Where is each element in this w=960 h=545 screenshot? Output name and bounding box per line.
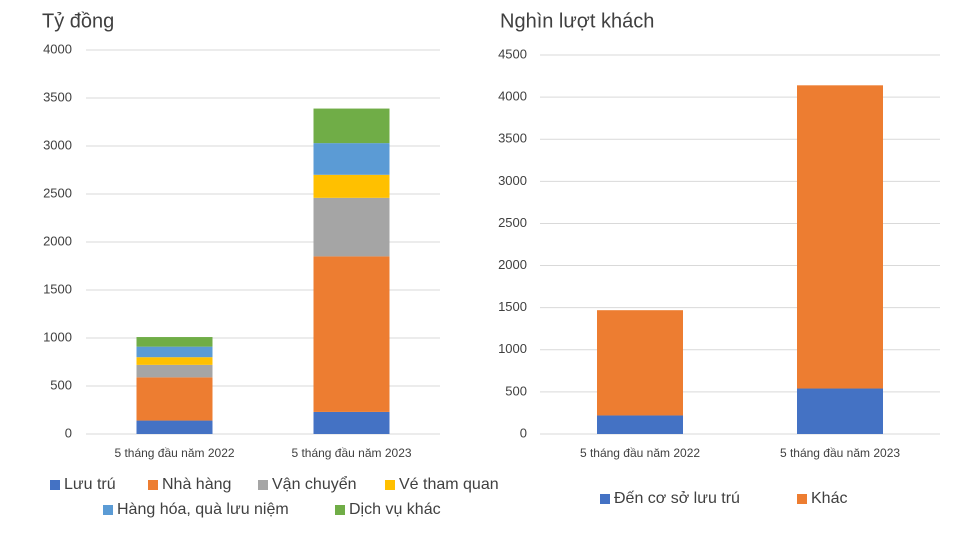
y-tick-label: 3500 xyxy=(498,131,527,146)
y-tick-label: 2500 xyxy=(43,185,72,200)
bar-segment xyxy=(597,310,683,416)
y-tick-label: 4500 xyxy=(498,46,527,61)
y-tick-label: 500 xyxy=(50,377,72,392)
y-tick-label: 1000 xyxy=(498,341,527,356)
bar-segment xyxy=(136,420,213,434)
chart-title: Tỷ đồng xyxy=(42,10,114,32)
bar-segment xyxy=(597,415,683,434)
bar-segment xyxy=(313,197,390,257)
legend-label: Lưu trú xyxy=(64,476,116,493)
y-tick-label: 0 xyxy=(520,425,527,440)
legend-label: Nhà hàng xyxy=(162,476,231,493)
bar-segment xyxy=(136,364,213,378)
bar-segment xyxy=(797,85,883,389)
bar-segment xyxy=(313,411,390,434)
y-tick-label: 2000 xyxy=(43,233,72,248)
chart-title: Nghìn lượt khách xyxy=(500,10,654,32)
legend-swatch xyxy=(258,480,268,490)
bar-segment xyxy=(797,388,883,434)
legend-label: Vé tham quan xyxy=(399,476,499,493)
y-tick-label: 500 xyxy=(505,383,527,398)
legend-label: Vận chuyển xyxy=(272,475,357,493)
y-tick-label: 1500 xyxy=(498,299,527,314)
y-tick-label: 2000 xyxy=(498,257,527,272)
y-tick-label: 3500 xyxy=(43,89,72,104)
legend-swatch xyxy=(148,480,158,490)
bar-segment xyxy=(313,143,390,175)
y-tick-label: 4000 xyxy=(43,41,72,56)
bar-segment xyxy=(136,346,213,358)
x-tick-label: 5 tháng đầu năm 2022 xyxy=(580,446,700,460)
legend-swatch xyxy=(103,505,113,515)
bar-segment xyxy=(136,337,213,347)
x-tick-label: 5 tháng đầu năm 2023 xyxy=(780,446,900,460)
x-tick-label: 5 tháng đầu năm 2022 xyxy=(114,446,234,460)
legend-label: Khác xyxy=(811,490,847,507)
y-tick-label: 3000 xyxy=(498,173,527,188)
y-tick-label: 2500 xyxy=(498,215,527,230)
legend-label: Dịch vụ khác xyxy=(349,501,441,518)
y-tick-label: 0 xyxy=(65,425,72,440)
y-tick-label: 3000 xyxy=(43,137,72,152)
bar-segment xyxy=(313,174,390,198)
legend-swatch xyxy=(335,505,345,515)
y-tick-label: 1000 xyxy=(43,329,72,344)
legend-swatch xyxy=(50,480,60,490)
bar-segment xyxy=(136,377,213,421)
bar-segment xyxy=(136,357,213,365)
legend-label: Hàng hóa, quà lưu niệm xyxy=(117,501,289,518)
bar-segment xyxy=(313,256,390,412)
legend-swatch xyxy=(797,494,807,504)
y-tick-label: 1500 xyxy=(43,281,72,296)
legend-label: Đến cơ sở lưu trú xyxy=(614,490,740,507)
bar-segment xyxy=(313,108,390,144)
x-tick-label: 5 tháng đầu năm 2023 xyxy=(291,446,411,460)
legend-swatch xyxy=(385,480,395,490)
y-tick-label: 4000 xyxy=(498,89,527,104)
legend-swatch xyxy=(600,494,610,504)
